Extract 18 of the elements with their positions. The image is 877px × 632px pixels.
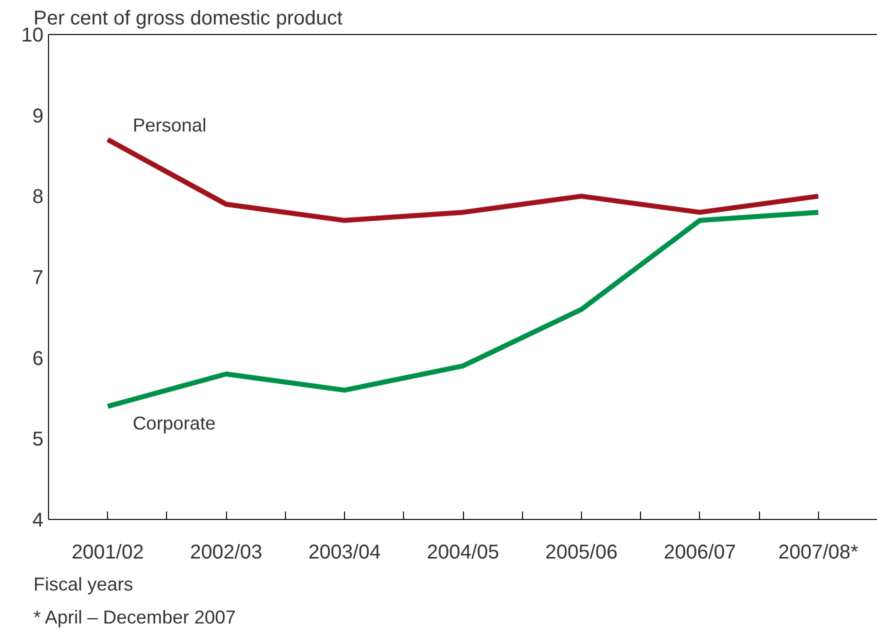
- x-tick-label: 2006/07: [664, 542, 736, 564]
- x-tick-label: 2007/08*: [778, 542, 859, 564]
- y-tick-label: 5: [32, 428, 44, 451]
- series-label: Corporate: [132, 412, 216, 434]
- y-tick-label: 6: [32, 348, 44, 370]
- series-label: Personal: [132, 114, 206, 136]
- x-tick-label: 2003/04: [308, 542, 381, 564]
- y-tick-label: 7: [32, 267, 44, 289]
- y-tick-label: 4: [32, 510, 44, 532]
- text: * April – December 2007: [34, 606, 236, 628]
- y-tick-label: 8: [32, 186, 44, 208]
- x-tick-label: 2005/06: [545, 542, 618, 564]
- y-tick-label: 9: [32, 105, 44, 128]
- x-tick-label: 2002/03: [190, 542, 262, 564]
- x-tick-label: 2001/02: [72, 542, 144, 564]
- y-tick-label: 10: [21, 24, 44, 46]
- x-axis-title: Fiscal years: [34, 574, 134, 594]
- x-tick-label: 2004/05: [426, 542, 500, 564]
